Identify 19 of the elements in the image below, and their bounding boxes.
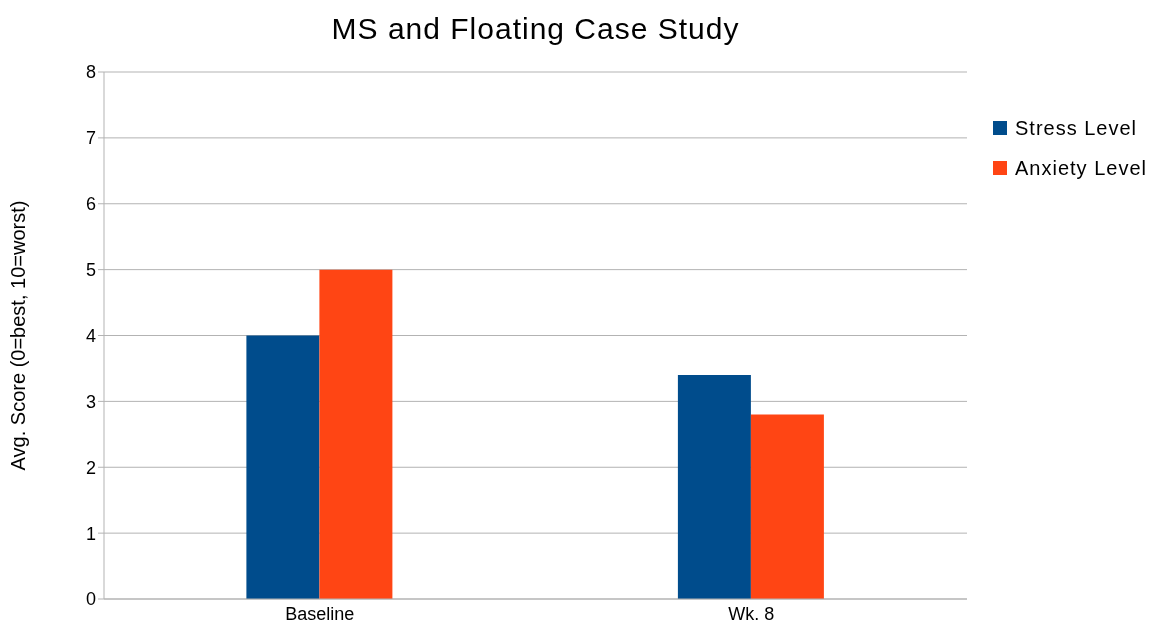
y-tick-label: 7 — [85, 128, 96, 149]
legend-label: Stress Level — [1014, 115, 1139, 141]
x-tick-label: Wk. 8 — [728, 603, 775, 624]
legend-label: Anxiety Level — [1014, 155, 1147, 181]
y-tick-label: 6 — [85, 194, 96, 215]
y-tick-label: 2 — [85, 457, 96, 478]
bar — [246, 335, 320, 599]
y-tick-label: 1 — [85, 523, 96, 544]
bar — [319, 269, 393, 599]
bar — [750, 414, 824, 599]
x-tick-label: Baseline — [285, 603, 355, 624]
bar — [677, 375, 751, 599]
y-axis-title: Avg. Score (0=best, 10=worst) — [7, 200, 30, 471]
y-tick-label: 5 — [85, 260, 96, 281]
y-tick-label: 3 — [85, 391, 96, 412]
y-tick-label: 0 — [85, 589, 96, 610]
y-tick-label: 4 — [85, 325, 96, 346]
chart-title: MS and Floating Case Study — [330, 12, 741, 46]
y-tick-label: 8 — [85, 62, 96, 83]
